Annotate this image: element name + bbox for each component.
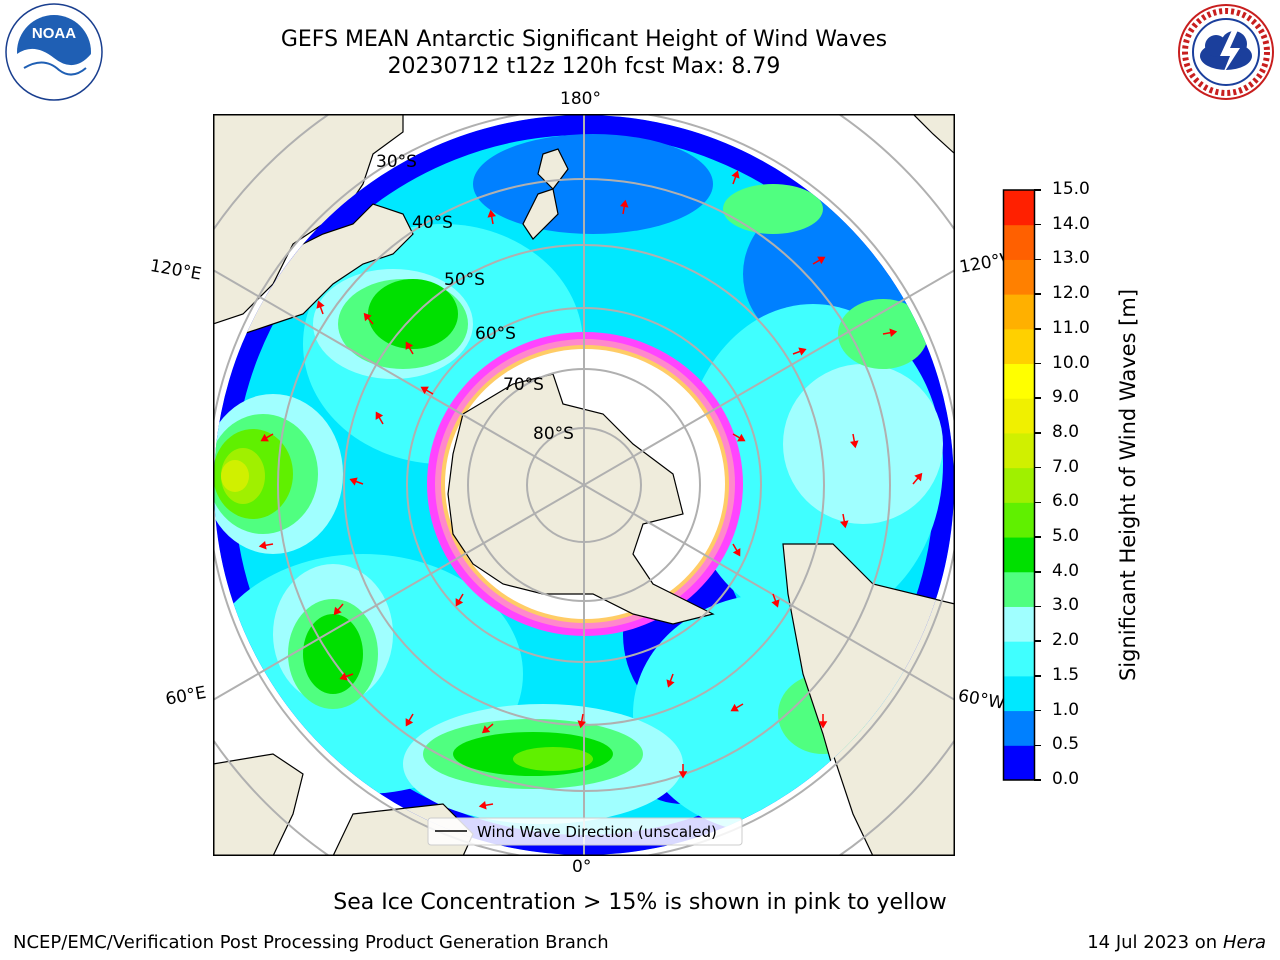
colorbar-tick-mark xyxy=(1034,258,1041,261)
colorbar-tick-mark xyxy=(1034,223,1041,226)
colorbar-tick-label: 7.0 xyxy=(1052,456,1080,477)
colorbar-tick-label: 0.5 xyxy=(1052,734,1080,755)
colorbar-tick-label: 0.0 xyxy=(1052,769,1080,789)
map-legend: Wind Wave Direction (unscaled) xyxy=(427,817,743,846)
colorbar-label: Significant Height of Wind Waves [m] xyxy=(1116,288,1140,682)
lat-label-50s: 50°S xyxy=(444,270,485,290)
nws-logo-icon xyxy=(1178,4,1274,100)
legend-label: Wind Wave Direction (unscaled) xyxy=(477,823,717,841)
colorbar-segment xyxy=(1004,190,1034,226)
colorbar-tick-mark xyxy=(1034,779,1041,781)
colorbar-tick-mark xyxy=(1034,605,1041,608)
lat-label-70s: 70°S xyxy=(503,375,544,395)
colorbar-tick-mark xyxy=(1034,362,1041,365)
colorbar-tick-mark xyxy=(1034,536,1041,538)
footer-date: 14 Jul 2023 on Hera xyxy=(1087,932,1266,953)
colorbar-tick-label: 10.0 xyxy=(1052,352,1090,373)
svg-text:NOAA: NOAA xyxy=(32,25,76,42)
colorbar-tick-label: 13.0 xyxy=(1052,248,1090,269)
chart-subtitle: 20230712 t12z 120h fcst Max: 8.79 xyxy=(387,54,781,79)
colorbar-segment xyxy=(1004,606,1034,642)
colorbar-tick-mark xyxy=(1034,675,1041,677)
colorbar-tick-label: 6.0 xyxy=(1052,491,1080,512)
lon-label-180: 180° xyxy=(560,89,601,109)
caption: Sea Ice Concentration > 15% is shown in … xyxy=(333,890,947,915)
colorbar-tick-mark xyxy=(1034,189,1041,191)
colorbar-tick-label: 2.0 xyxy=(1052,630,1080,651)
colorbar-tick-label: 15.0 xyxy=(1052,179,1090,199)
colorbar-tick-label: 11.0 xyxy=(1052,317,1090,338)
colorbar-tick-label: 1.5 xyxy=(1052,664,1080,685)
lat-label-60s: 60°S xyxy=(475,324,516,344)
colorbar-tick-mark xyxy=(1034,571,1041,573)
colorbar-tick-label: 1.0 xyxy=(1052,699,1080,720)
colorbar-segment xyxy=(1004,259,1034,295)
colorbar-tick-label: 14.0 xyxy=(1052,213,1090,234)
colorbar-segment xyxy=(1004,710,1034,746)
colorbar-segment xyxy=(1004,571,1034,607)
colorbar-tick-label: 4.0 xyxy=(1052,560,1080,581)
colorbar-segment xyxy=(1004,224,1034,260)
colorbar-segment xyxy=(1004,675,1034,712)
colorbar-tick-label: 5.0 xyxy=(1052,526,1080,547)
colorbar-segment xyxy=(1004,432,1034,469)
colorbar-segment xyxy=(1004,328,1034,365)
colorbar-segment xyxy=(1004,502,1034,538)
lon-label-60e: 60°E xyxy=(164,682,208,710)
colorbar-segment xyxy=(1004,363,1034,399)
colorbar-segment xyxy=(1004,745,1034,781)
footer-date-text: 14 Jul 2023 on xyxy=(1087,932,1223,953)
colorbar-tick-mark xyxy=(1034,744,1041,747)
colorbar-segment xyxy=(1004,641,1034,677)
colorbar-segment xyxy=(1004,467,1034,503)
footer-credit: NCEP/EMC/Verification Post Processing Pr… xyxy=(13,932,609,953)
colorbar-segment xyxy=(1004,398,1034,434)
colorbar-segment xyxy=(1004,537,1034,573)
lon-label-60w: 60°W xyxy=(956,686,1005,714)
colorbar-tick-mark xyxy=(1034,432,1041,434)
noaa-logo-icon: NOAA xyxy=(5,3,103,101)
lon-label-0: 0° xyxy=(572,857,592,877)
colorbar-tick-label: 12.0 xyxy=(1052,283,1090,304)
lat-label-40s: 40°S xyxy=(412,213,453,233)
colorbar-tick-mark xyxy=(1034,328,1041,330)
colorbar-tick-label: 8.0 xyxy=(1052,421,1080,442)
colorbar-tick-mark xyxy=(1034,466,1041,469)
lat-label-30s: 30°S xyxy=(376,152,417,172)
graticule xyxy=(213,114,955,856)
lat-label-80s: 80°S xyxy=(533,424,574,444)
colorbar-tick-label: 9.0 xyxy=(1052,387,1080,408)
chart-title: GEFS MEAN Antarctic Significant Height o… xyxy=(280,27,888,52)
colorbar-tick-label: 3.0 xyxy=(1052,595,1080,616)
wave-height-field xyxy=(214,115,954,855)
footer-host: Hera xyxy=(1222,932,1266,953)
colorbar-tick-mark xyxy=(1034,709,1041,712)
colorbar-tick-mark xyxy=(1034,640,1041,642)
colorbar-tick-mark xyxy=(1034,397,1041,399)
lon-label-120e: 120°E xyxy=(148,256,203,285)
colorbar-tick-mark xyxy=(1034,293,1041,295)
colorbar-tick-mark xyxy=(1034,501,1041,504)
colorbar-segment xyxy=(1004,294,1034,330)
wind-wave-arrows xyxy=(258,170,923,810)
map-panel: Wind Wave Direction (unscaled) xyxy=(213,114,955,856)
colorbar xyxy=(1002,189,1036,781)
